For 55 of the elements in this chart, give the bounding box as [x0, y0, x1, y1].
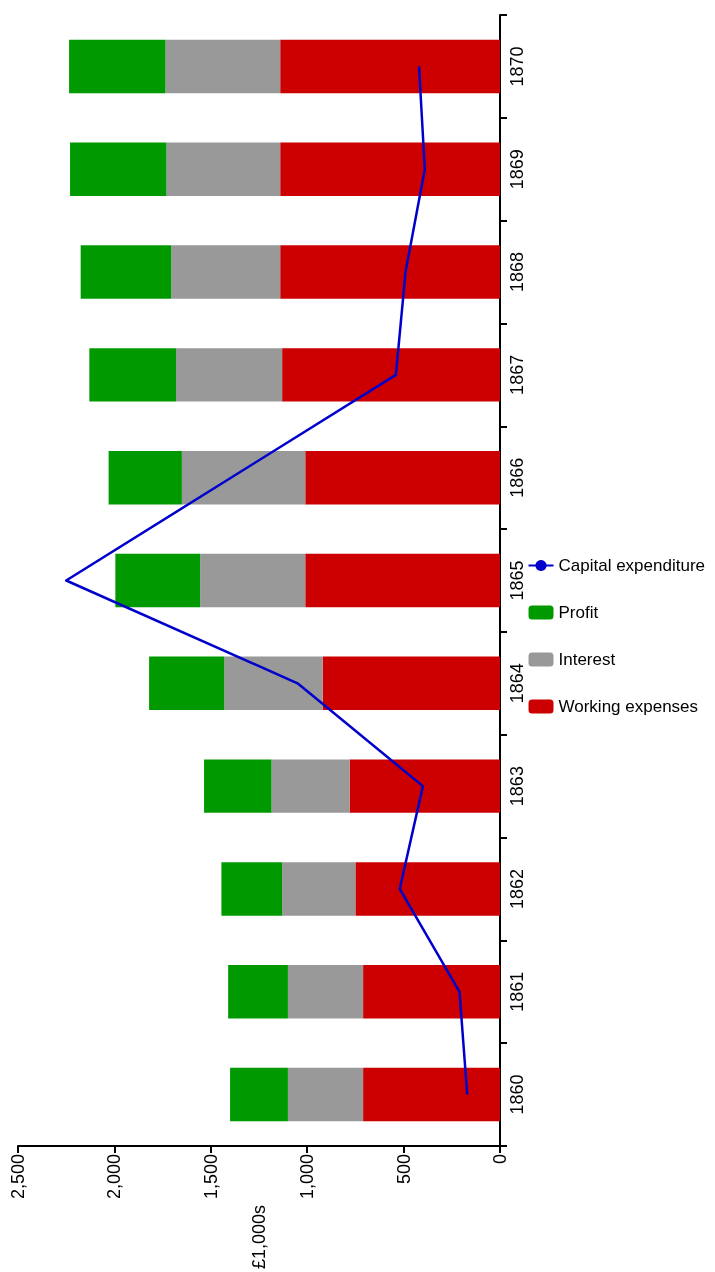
bar — [115, 553, 201, 608]
y-tick-label: 1865 — [507, 560, 527, 601]
y-tick-label: 1860 — [507, 1074, 527, 1115]
x-tick-label: 1,000 — [297, 1154, 318, 1200]
y-tick-label: 1867 — [507, 354, 527, 395]
legend-label: Interest — [558, 650, 616, 669]
x-tick-label: 500 — [393, 1154, 414, 1185]
bar — [221, 862, 283, 916]
y-tick-label: 1866 — [507, 457, 527, 498]
bar — [287, 965, 364, 1019]
y-tick-label: 1861 — [507, 971, 527, 1012]
bar — [165, 39, 281, 94]
y-tick-label: 1868 — [507, 252, 527, 293]
bar — [305, 450, 500, 505]
legend-label: Profit — [558, 603, 599, 622]
y-tick-label: 1863 — [507, 766, 527, 807]
legend-label: Working expenses — [558, 697, 699, 716]
y-tick-label: 1864 — [507, 663, 527, 704]
bar — [176, 348, 283, 402]
bar — [69, 39, 166, 94]
bar — [363, 1067, 500, 1122]
y-tick-label: 1869 — [507, 149, 527, 190]
bar — [280, 245, 500, 299]
bar — [228, 965, 288, 1019]
bar — [70, 142, 167, 196]
bar — [355, 862, 500, 916]
bar — [305, 553, 500, 608]
bar — [363, 965, 500, 1019]
bar — [349, 759, 500, 813]
bar — [280, 142, 500, 196]
bar — [80, 245, 172, 299]
bar — [282, 348, 500, 402]
bar — [280, 39, 500, 94]
bar — [271, 759, 350, 813]
bar — [200, 553, 306, 608]
x-tick-label: 1,500 — [200, 1154, 221, 1200]
y-axis-title: £1,000s — [249, 1204, 269, 1270]
bar — [230, 1067, 288, 1122]
y-tick-label: 1862 — [507, 868, 527, 909]
bar — [287, 1067, 364, 1122]
bar — [282, 862, 356, 916]
bar — [108, 450, 182, 505]
x-tick-label: 2,500 — [8, 1154, 28, 1200]
legend-label: Capital expenditure — [558, 556, 705, 575]
bar — [166, 142, 281, 196]
bar — [149, 656, 225, 711]
bar — [181, 450, 306, 505]
bar — [89, 348, 177, 402]
bar — [224, 656, 323, 711]
x-tick-label: 0 — [490, 1154, 510, 1165]
bar — [204, 759, 272, 813]
bar — [171, 245, 281, 299]
x-tick-label: 2,000 — [104, 1154, 125, 1200]
y-tick-label: 1870 — [507, 46, 527, 87]
bar — [322, 656, 500, 711]
